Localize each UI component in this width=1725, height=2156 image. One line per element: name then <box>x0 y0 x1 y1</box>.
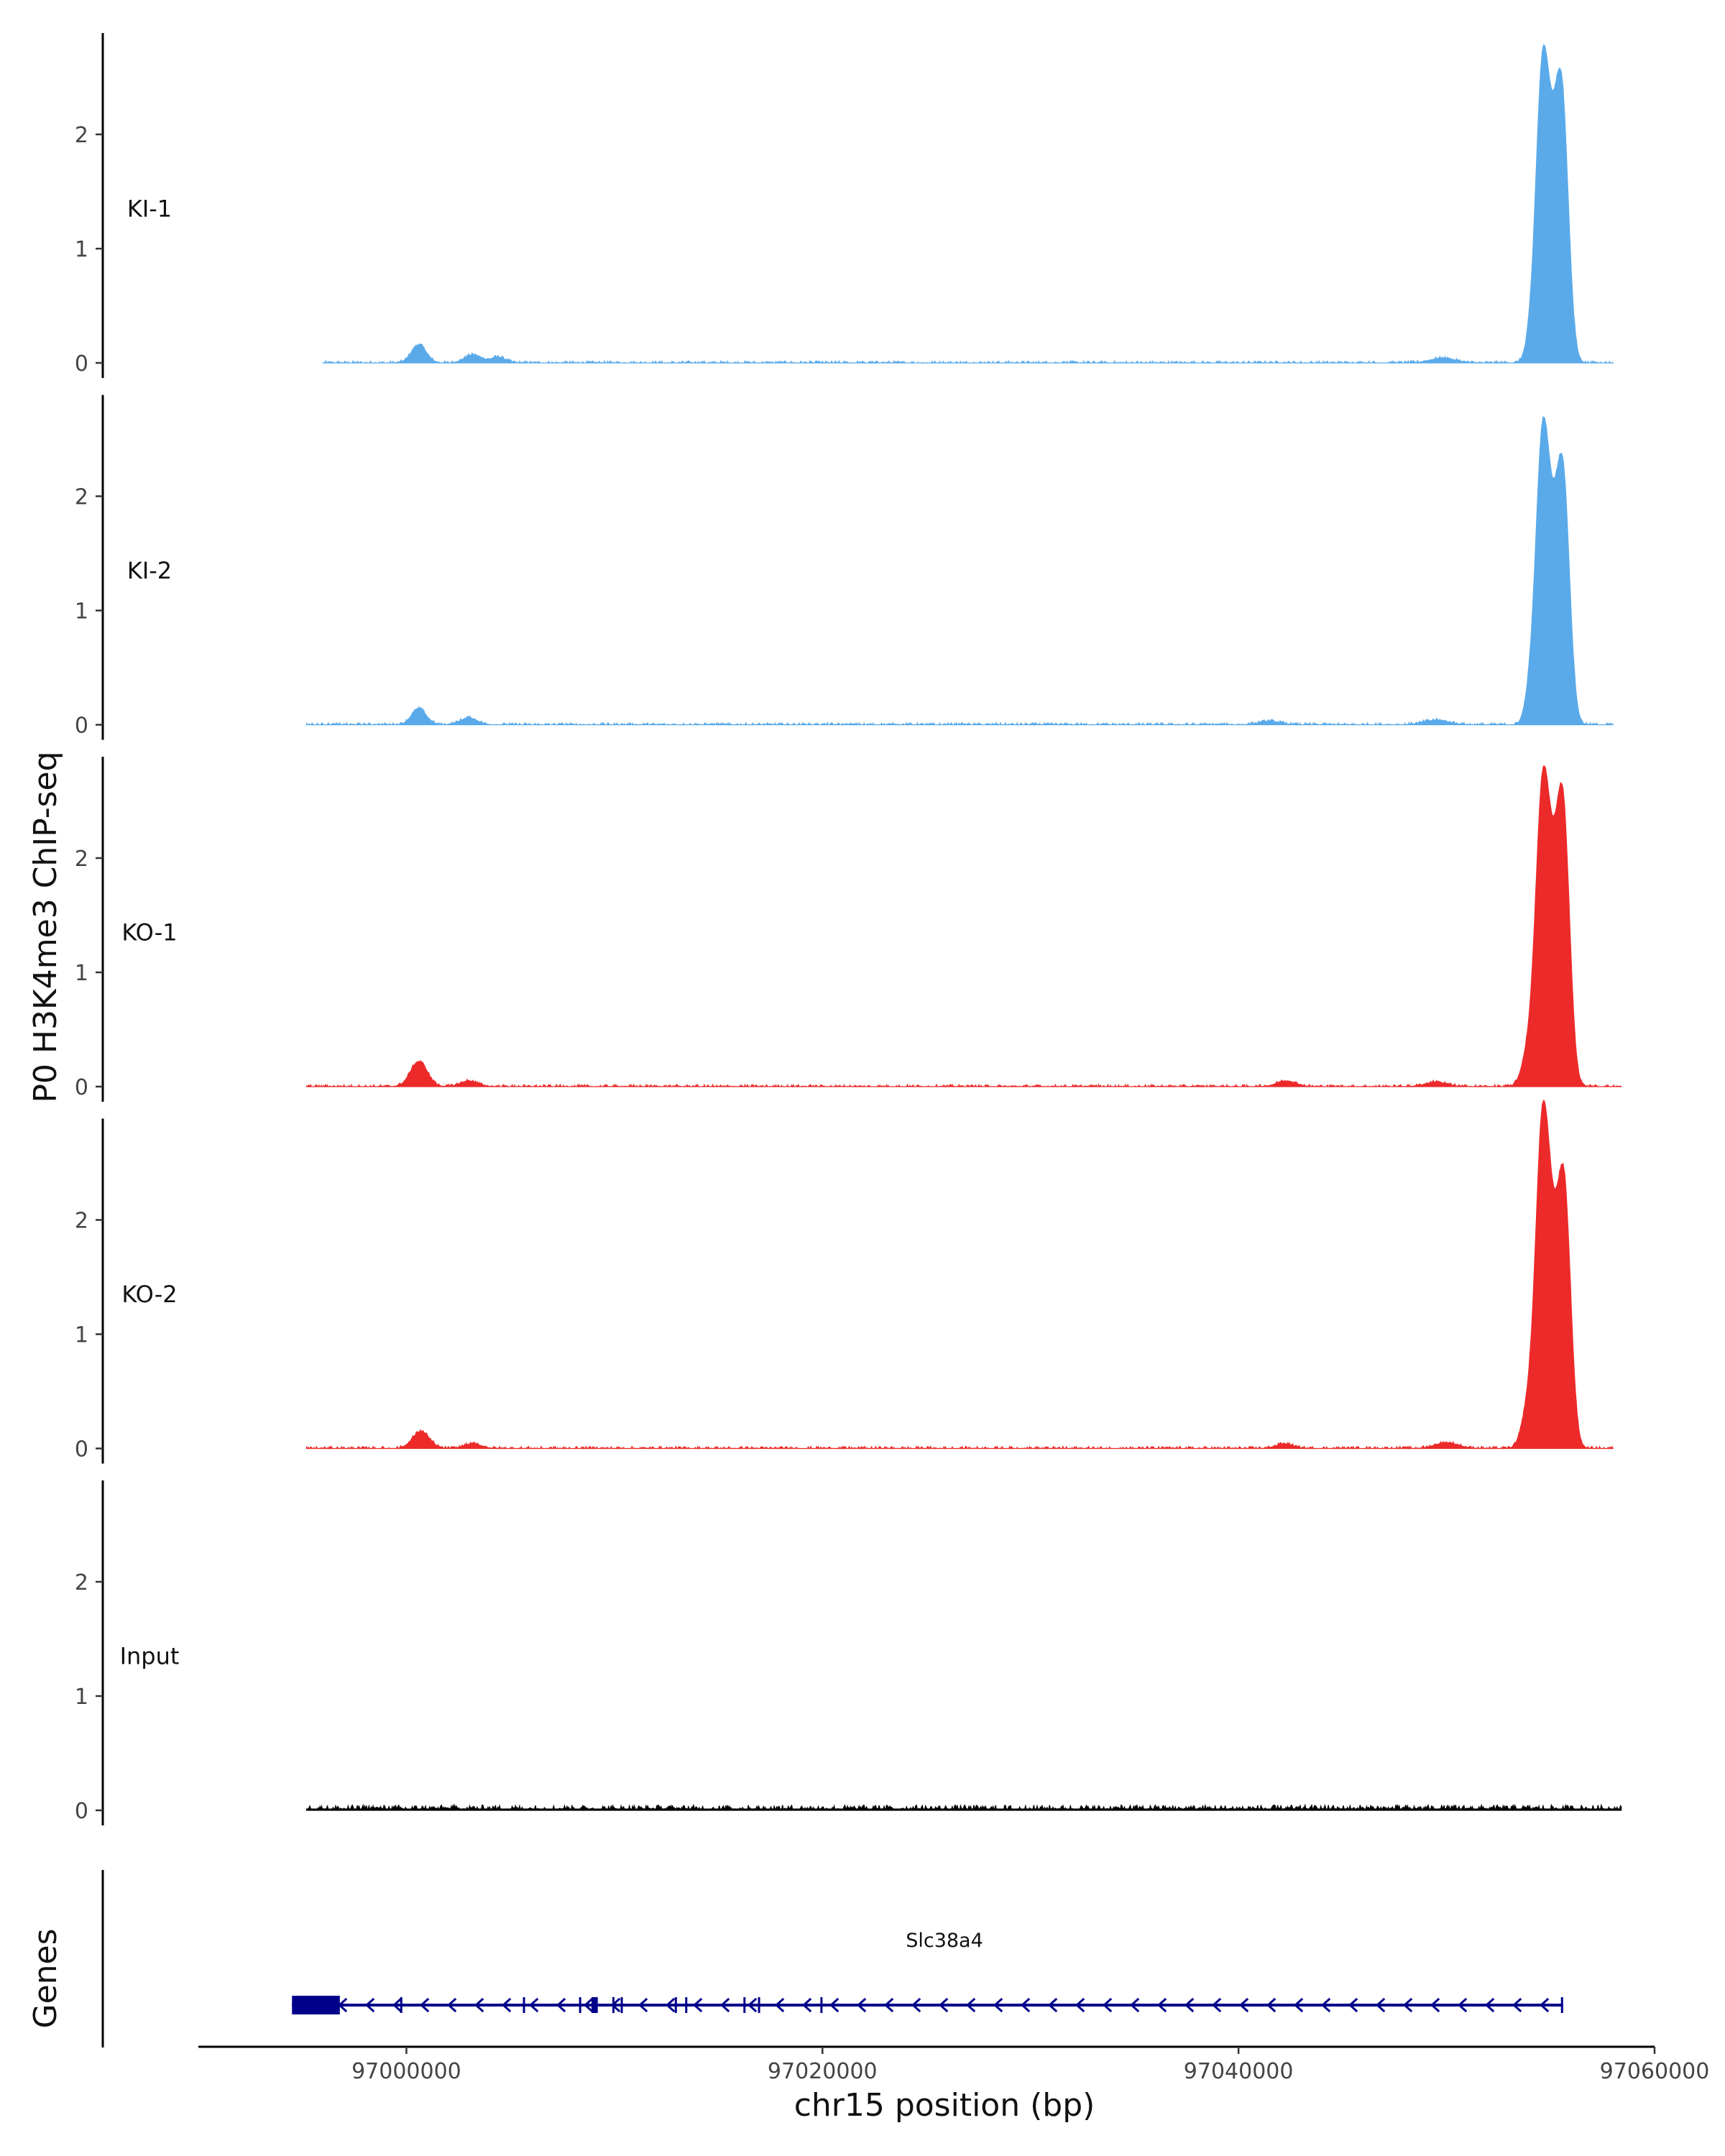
strand-arrow-icon <box>829 1997 840 2013</box>
strand-arrow-icon <box>474 1997 484 2013</box>
strand-arrow-icon <box>801 1997 812 2013</box>
strand-arrow-icon <box>856 1997 867 2013</box>
strand-arrow-icon <box>365 1997 375 2013</box>
strand-arrow-icon <box>883 1997 894 2013</box>
strand-arrow-icon <box>584 1997 594 2013</box>
strand-arrow-icon <box>1375 1997 1386 2013</box>
gene-exon <box>592 1997 598 2013</box>
gene-exon <box>400 1997 402 2013</box>
strand-arrow-icon <box>1484 1997 1495 2013</box>
y-tick-label: 1 <box>75 237 88 262</box>
track-label: KO-1 <box>121 918 177 946</box>
strand-arrow-icon <box>1430 1997 1440 2013</box>
strand-arrow-icon <box>719 1997 730 2013</box>
strand-arrow-icon <box>556 1997 566 2013</box>
strand-arrow-icon <box>392 1997 402 2013</box>
strand-arrow-icon <box>447 1997 457 2013</box>
y-tick-label: 2 <box>75 1570 88 1595</box>
strand-arrow-icon <box>693 1997 703 2013</box>
gene-exon <box>820 1997 823 2013</box>
x-tick-label: 97040000 <box>1184 2059 1294 2084</box>
y-tick-label: 2 <box>75 847 88 872</box>
y-tick-label: 0 <box>75 1075 88 1100</box>
strand-arrow-icon <box>774 1997 785 2013</box>
gene-exon <box>620 1997 623 2013</box>
signal-tracks: 0 1 2 KI-1 0 1 2 KI-2 0 1 2 KO-1 0 1 2 KO-2 0 1 2 Input <box>75 33 1622 1825</box>
strand-arrow-icon <box>502 1997 512 2013</box>
track-label: KI-2 <box>127 557 172 584</box>
signal-area-ko-1 <box>305 765 1622 1088</box>
y-tick-label: 1 <box>75 1323 88 1348</box>
x-axis: chr15 position (bp) 97000000 97020000 9704… <box>198 2045 1710 2124</box>
track-label: Input <box>120 1642 180 1669</box>
strand-arrow-icon <box>666 1997 676 2013</box>
strand-arrow-icon <box>1266 1997 1276 2013</box>
y-tick-label: 1 <box>75 961 88 986</box>
strand-arrow-icon <box>1047 1997 1058 2013</box>
gene-exon <box>674 1997 677 2013</box>
y-tick-label: 2 <box>75 123 88 148</box>
strand-arrow-icon <box>1156 1997 1167 2013</box>
track-panel-ki-2: 0 1 2 KI-2 <box>75 395 1614 740</box>
strand-arrow-icon <box>993 1997 1003 2013</box>
y-tick-label: 0 <box>75 1799 88 1824</box>
strand-arrow-icon <box>529 1997 539 2013</box>
y-tick-label: 2 <box>75 485 88 510</box>
strand-arrow-icon <box>1293 1997 1304 2013</box>
strand-arrow-icon <box>638 1997 648 2013</box>
strand-arrow-icon <box>1320 1997 1331 2013</box>
y-axis-title: P0 H3K4me3 ChIP-seq <box>27 751 64 1102</box>
gene-track: Genes Slc38a4 <box>27 1870 1563 2047</box>
y-tick-label: 1 <box>75 599 88 625</box>
strand-arrow-icon <box>1512 1997 1522 2013</box>
strand-arrow-icon <box>1102 1997 1113 2013</box>
track-label: KO-2 <box>121 1281 177 1308</box>
genes-axis-title: Genes <box>27 1928 64 2028</box>
strand-arrow-icon <box>1020 1997 1031 2013</box>
track-panel-ko-1: 0 1 2 KO-1 <box>75 757 1622 1102</box>
y-tick-label: 0 <box>75 1437 88 1462</box>
gene-exon <box>579 1997 581 2013</box>
track-panel-ko-2: 0 1 2 KO-2 <box>75 1099 1614 1464</box>
track-panel-ki-1: 0 1 2 KI-1 <box>75 33 1614 378</box>
x-axis-title: chr15 position (bp) <box>794 2087 1095 2124</box>
strand-arrow-icon <box>338 1997 348 2013</box>
strand-arrow-icon <box>1539 1997 1550 2013</box>
gene-exon <box>758 1997 760 2013</box>
signal-area-ko-2 <box>305 1099 1614 1450</box>
strand-arrow-icon <box>420 1997 430 2013</box>
y-tick-label: 0 <box>75 714 88 739</box>
strand-arrow-icon <box>747 1997 758 2013</box>
track-label: KI-1 <box>127 195 172 222</box>
y-tick-label: 2 <box>75 1209 88 1234</box>
strand-arrow-icon <box>1129 1997 1140 2013</box>
signal-area-ki-1 <box>323 44 1614 364</box>
y-tick-label: 1 <box>75 1685 88 1710</box>
gene-exon <box>523 1997 525 2013</box>
strand-arrow-icon <box>611 1997 621 2013</box>
x-tick-label: 97000000 <box>351 2059 461 2084</box>
strand-arrow-icon <box>1348 1997 1358 2013</box>
strand-arrow-icon <box>1402 1997 1413 2013</box>
strand-arrow-icon <box>911 1997 921 2013</box>
strand-arrow-icon <box>1211 1997 1222 2013</box>
strand-arrow-icon <box>965 1997 976 2013</box>
x-tick-label: 97020000 <box>768 2059 878 2084</box>
x-tick-label: 97060000 <box>1600 2059 1710 2084</box>
gene-exon <box>1560 1997 1563 2013</box>
strand-arrow-icon <box>1184 1997 1195 2013</box>
signal-area-input <box>305 1803 1622 1811</box>
strand-arrow-icon <box>938 1997 949 2013</box>
gene-exon <box>743 1997 746 2013</box>
gene-exon <box>292 1996 340 2014</box>
strand-arrow-icon <box>1238 1997 1249 2013</box>
signal-area-ki-2 <box>305 416 1614 727</box>
strand-arrow-icon <box>1457 1997 1468 2013</box>
strand-arrow-icon <box>1075 1997 1085 2013</box>
track-panel-input: 0 1 2 Input <box>75 1480 1622 1825</box>
y-tick-label: 0 <box>75 351 88 377</box>
gene-exon <box>685 1997 688 2013</box>
gene-name-label: Slc38a4 <box>906 1930 983 1952</box>
